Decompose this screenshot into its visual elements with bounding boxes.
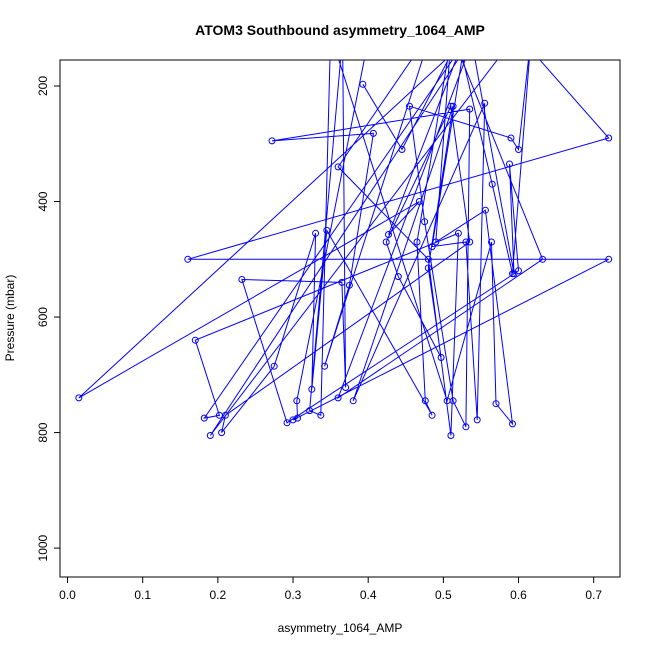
data-point bbox=[481, 99, 489, 107]
data-point bbox=[345, 281, 353, 289]
data-point bbox=[270, 362, 278, 370]
y-tick-label: 600 bbox=[36, 307, 50, 327]
data-point bbox=[447, 102, 455, 110]
data-point bbox=[462, 423, 470, 431]
data-point bbox=[359, 80, 367, 88]
data-point bbox=[218, 429, 226, 437]
data-point bbox=[466, 238, 474, 246]
x-tick-label: 0.7 bbox=[585, 588, 602, 602]
data-point bbox=[342, 384, 350, 391]
data-point bbox=[382, 238, 390, 246]
data-point bbox=[338, 278, 346, 286]
data-point bbox=[317, 411, 325, 419]
data-point bbox=[184, 255, 192, 263]
data-point bbox=[406, 102, 413, 110]
data-point bbox=[510, 270, 518, 278]
data-point bbox=[238, 276, 246, 283]
x-tick-label: 0.1 bbox=[134, 588, 151, 602]
x-axis: 0.0 0.1 0.2 0.3 0.4 0.5 0.6 0.7 bbox=[59, 576, 602, 602]
data-point bbox=[321, 362, 329, 370]
data-point bbox=[539, 255, 547, 263]
data-point bbox=[334, 163, 342, 171]
data-point bbox=[75, 394, 83, 402]
data-point bbox=[413, 238, 421, 246]
data-point bbox=[488, 180, 496, 188]
series-line bbox=[78, 60, 610, 436]
data-point bbox=[428, 243, 436, 251]
data-point bbox=[605, 134, 613, 142]
y-axis: 200 400 600 800 1000 bbox=[36, 76, 61, 561]
data-point bbox=[509, 420, 516, 428]
data-point bbox=[268, 137, 276, 145]
data-point bbox=[349, 397, 357, 405]
data-point bbox=[283, 419, 291, 427]
data-point bbox=[415, 198, 423, 205]
y-tick-label: 400 bbox=[36, 191, 50, 211]
y-axis-label: Pressure (mbar) bbox=[3, 275, 17, 362]
data-point bbox=[323, 226, 331, 234]
x-tick-label: 0.5 bbox=[435, 588, 452, 602]
data-point bbox=[428, 411, 436, 419]
data-point bbox=[206, 432, 214, 439]
y-tick-label: 800 bbox=[36, 422, 50, 442]
x-tick-label: 0.3 bbox=[285, 588, 302, 602]
y-tick-label: 1000 bbox=[36, 534, 50, 561]
data-point bbox=[443, 397, 451, 405]
data-point bbox=[454, 229, 462, 237]
data-point bbox=[424, 255, 432, 263]
data-point bbox=[515, 146, 522, 153]
data-point bbox=[421, 218, 429, 226]
data-point bbox=[191, 336, 199, 344]
data-point bbox=[294, 414, 301, 422]
data-point bbox=[437, 354, 445, 361]
series-lines bbox=[78, 60, 610, 436]
y-tick-label: 200 bbox=[36, 76, 50, 96]
data-point bbox=[312, 229, 320, 237]
data-point bbox=[334, 394, 342, 402]
data-point bbox=[466, 105, 474, 113]
data-point bbox=[306, 407, 314, 415]
data-point bbox=[605, 255, 613, 263]
data-point bbox=[289, 416, 297, 424]
data-point bbox=[398, 146, 406, 153]
x-axis-label: asymmetry_1064_AMP bbox=[278, 621, 403, 635]
data-point bbox=[432, 238, 440, 246]
data-point bbox=[447, 432, 455, 439]
data-point bbox=[200, 414, 208, 422]
series-points bbox=[75, 80, 613, 439]
data-point bbox=[488, 238, 495, 246]
data-point bbox=[421, 397, 429, 405]
data-point bbox=[369, 129, 377, 137]
data-point bbox=[308, 385, 316, 393]
data-point bbox=[394, 273, 402, 281]
data-point bbox=[424, 264, 432, 272]
x-tick-label: 0.4 bbox=[360, 588, 377, 602]
chart-title: ATOM3 Southbound asymmetry_1064_AMP bbox=[195, 22, 485, 38]
x-tick-label: 0.0 bbox=[59, 588, 76, 602]
data-point bbox=[449, 102, 457, 110]
x-tick-label: 0.6 bbox=[510, 588, 527, 602]
data-point bbox=[506, 160, 513, 168]
data-point bbox=[492, 400, 500, 408]
data-point bbox=[293, 397, 301, 405]
data-point bbox=[385, 231, 392, 238]
data-point bbox=[473, 416, 481, 424]
x-tick-label: 0.2 bbox=[210, 588, 227, 602]
data-point bbox=[507, 134, 515, 142]
data-point bbox=[462, 238, 470, 246]
data-point bbox=[481, 206, 489, 214]
data-point bbox=[221, 411, 229, 419]
